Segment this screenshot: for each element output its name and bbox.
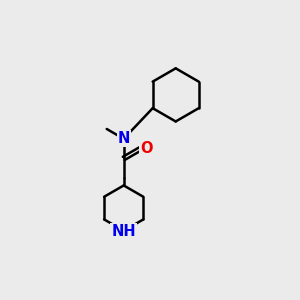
Text: N: N — [118, 131, 130, 146]
Text: O: O — [140, 141, 153, 156]
Text: NH: NH — [111, 224, 136, 239]
